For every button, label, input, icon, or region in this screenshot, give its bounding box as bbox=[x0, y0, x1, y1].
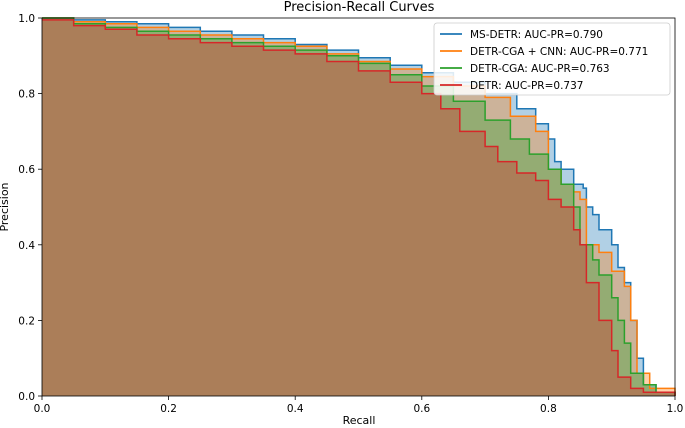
x-tick-label: 0.2 bbox=[160, 403, 177, 415]
series-fill-ms-detr bbox=[42, 18, 675, 396]
series-fill-detr-cga bbox=[42, 18, 675, 396]
series-lines bbox=[42, 17, 676, 396]
chart-title: Precision-Recall Curves bbox=[284, 0, 435, 15]
x-axis-label: Recall bbox=[343, 414, 376, 427]
x-axis-ticks: 0.0 0.2 0.4 0.6 0.8 1.0 bbox=[34, 396, 684, 415]
y-axis-label: Precision bbox=[0, 182, 11, 231]
x-tick-label: 0.0 bbox=[34, 403, 51, 415]
x-tick-label: 0.6 bbox=[413, 403, 430, 415]
legend-label-ms-detr: MS-DETR: AUC-PR=0.790 bbox=[470, 29, 603, 41]
plot-area bbox=[42, 17, 676, 397]
x-tick-label: 1.0 bbox=[667, 403, 684, 415]
y-tick-label: 1.0 bbox=[18, 13, 35, 25]
x-tick-label: 0.4 bbox=[287, 403, 304, 415]
x-tick-label: 0.8 bbox=[540, 403, 557, 415]
series-fills bbox=[42, 18, 675, 397]
series-line-detr-cga-cnn bbox=[42, 17, 676, 396]
series-line-detr-cga bbox=[42, 17, 676, 396]
legend: MS-DETR: AUC-PR=0.790 DETR-CGA + CNN: AUC… bbox=[433, 22, 671, 96]
series-line-detr bbox=[42, 19, 676, 396]
y-tick-label: 0.4 bbox=[18, 240, 35, 252]
y-tick-label: 0.6 bbox=[18, 164, 35, 176]
y-axis-ticks: 0.0 0.2 0.4 0.6 0.8 1.0 bbox=[18, 13, 42, 403]
series-fill-detr bbox=[42, 19, 675, 397]
legend-box bbox=[433, 22, 671, 96]
legend-label-detr-cga: DETR-CGA: AUC-PR=0.763 bbox=[470, 63, 610, 75]
legend-label-detr-cga-cnn: DETR-CGA + CNN: AUC-PR=0.771 bbox=[470, 46, 648, 58]
plot-frame bbox=[41, 17, 676, 397]
y-tick-label: 0.0 bbox=[18, 391, 35, 403]
series-fill-detr-cga-cnn bbox=[42, 18, 675, 396]
y-tick-label: 0.2 bbox=[18, 315, 35, 327]
legend-label-detr: DETR: AUC-PR=0.737 bbox=[470, 80, 583, 92]
y-tick-label: 0.8 bbox=[18, 89, 35, 101]
